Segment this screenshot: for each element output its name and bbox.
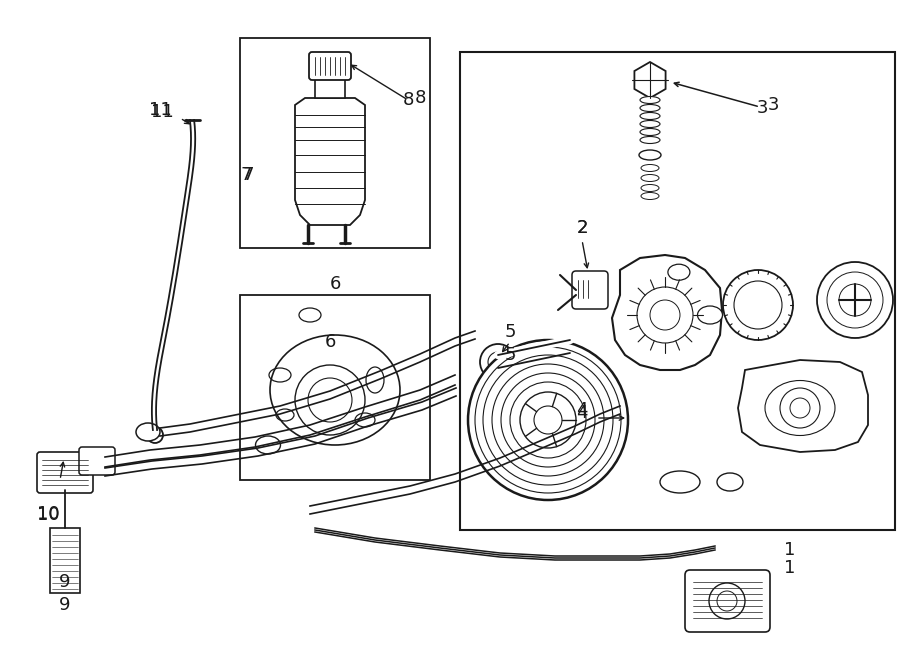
Ellipse shape: [641, 165, 659, 171]
Ellipse shape: [640, 104, 660, 112]
Ellipse shape: [639, 150, 661, 160]
Ellipse shape: [640, 137, 660, 143]
Circle shape: [147, 427, 163, 443]
Ellipse shape: [299, 308, 321, 322]
Text: 4: 4: [576, 404, 588, 422]
Ellipse shape: [698, 306, 723, 324]
Polygon shape: [612, 255, 722, 370]
Text: 10: 10: [37, 506, 59, 524]
Bar: [50, 528, 80, 593]
Circle shape: [480, 344, 516, 380]
Text: 3: 3: [756, 99, 768, 117]
Text: 6: 6: [324, 333, 336, 351]
Ellipse shape: [256, 436, 281, 454]
Ellipse shape: [660, 471, 700, 493]
FancyBboxPatch shape: [309, 52, 351, 80]
Text: 7: 7: [242, 166, 254, 184]
Text: 5: 5: [504, 323, 516, 341]
Bar: [240, 295, 430, 480]
Polygon shape: [315, 72, 345, 98]
Circle shape: [468, 340, 628, 500]
Text: 4: 4: [576, 401, 588, 419]
Text: 9: 9: [59, 573, 71, 591]
Text: 11: 11: [148, 101, 171, 119]
Bar: [460, 52, 895, 530]
Ellipse shape: [640, 120, 660, 128]
Text: 7: 7: [240, 166, 252, 184]
Text: 6: 6: [329, 275, 341, 293]
Text: 8: 8: [402, 91, 414, 109]
Text: 1: 1: [784, 559, 796, 577]
Text: 5: 5: [504, 346, 516, 364]
FancyBboxPatch shape: [685, 570, 770, 632]
Circle shape: [817, 262, 893, 338]
Text: 2: 2: [576, 219, 588, 237]
FancyBboxPatch shape: [572, 271, 608, 309]
Text: 9: 9: [59, 596, 71, 614]
FancyBboxPatch shape: [37, 452, 93, 493]
Ellipse shape: [640, 128, 660, 136]
Polygon shape: [634, 62, 666, 98]
Bar: [240, 38, 430, 248]
Text: 1: 1: [784, 541, 796, 559]
Text: 11: 11: [150, 103, 174, 121]
Text: 3: 3: [767, 96, 778, 114]
Ellipse shape: [136, 423, 160, 441]
Ellipse shape: [640, 97, 660, 104]
Ellipse shape: [641, 175, 659, 182]
Text: 8: 8: [414, 89, 426, 107]
FancyBboxPatch shape: [79, 447, 115, 475]
Polygon shape: [295, 98, 365, 225]
Text: 2: 2: [576, 219, 588, 237]
Ellipse shape: [270, 335, 400, 445]
Polygon shape: [738, 360, 868, 452]
Ellipse shape: [640, 112, 660, 120]
Ellipse shape: [717, 473, 743, 491]
Ellipse shape: [668, 264, 690, 280]
Text: 10: 10: [37, 505, 59, 523]
Circle shape: [723, 270, 793, 340]
Ellipse shape: [641, 192, 659, 200]
Ellipse shape: [641, 184, 659, 192]
